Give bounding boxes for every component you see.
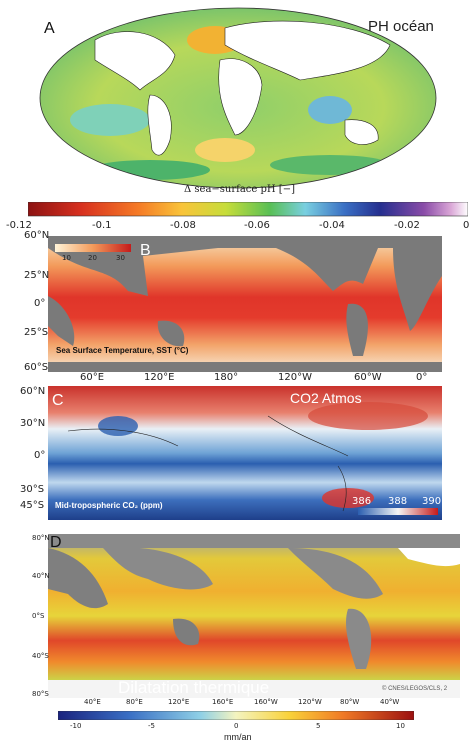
panel-c-title: CO2 Atmos bbox=[290, 390, 362, 406]
d-lat-tick: 80°S bbox=[32, 690, 49, 698]
panel-d-title: Dilatation thermique bbox=[118, 678, 270, 697]
ph-tick: -0.04 bbox=[319, 220, 345, 231]
panel-b-caption: Sea Surface Temperature, SST (°C) bbox=[56, 346, 189, 355]
ph-colorbar bbox=[28, 202, 468, 217]
panel-a-title: PH océan bbox=[368, 18, 434, 35]
co2-lat-tick: 30°N bbox=[20, 418, 46, 429]
sst-legend-tick: 20 bbox=[88, 254, 97, 262]
co2-legend-tick: 386 bbox=[352, 496, 372, 507]
co2-legend-bar bbox=[358, 508, 438, 515]
co2-lat-tick: 0° bbox=[34, 450, 46, 461]
co2-lat-tick: 60°N bbox=[20, 386, 46, 397]
panel-c: 386 388 390 C CO2 Atmos Mid-tropospheric… bbox=[0, 386, 476, 526]
co2-legend-tick: 388 bbox=[388, 496, 408, 507]
sst-map bbox=[48, 236, 442, 372]
ph-ocean-map bbox=[39, 7, 437, 189]
d-colorbar-tick: -5 bbox=[148, 722, 155, 730]
d-lon-tick: 40°W bbox=[380, 698, 400, 706]
sst-lat-tick: 25°N bbox=[24, 270, 50, 281]
ph-tick: 0 bbox=[463, 220, 470, 231]
co2-legend-tick: 390 bbox=[422, 496, 442, 507]
sst-lon-tick: 180° bbox=[214, 372, 239, 383]
d-lon-tick: 160°W bbox=[254, 698, 278, 706]
sst-legend-tick: 10 bbox=[62, 254, 71, 262]
d-colorbar-tick: 10 bbox=[396, 722, 405, 730]
d-lat-tick: 0°S bbox=[32, 612, 45, 620]
sst-lon-tick: 120°W bbox=[278, 372, 312, 383]
sst-lat-tick: 60°S bbox=[24, 362, 49, 373]
panel-d-letter: D bbox=[50, 534, 62, 551]
panel-d-credit: © CNES/LEGOS/CLS, 2 bbox=[382, 686, 448, 692]
panel-b: 10 20 30 B Sea Surface Temperature, SST … bbox=[0, 230, 476, 383]
thermal-colorbar bbox=[58, 711, 414, 720]
d-lon-tick: 120°E bbox=[168, 698, 190, 706]
sst-lon-tick: 0° bbox=[416, 372, 428, 383]
d-lon-tick: 40°E bbox=[84, 698, 101, 706]
d-lat-tick: 40°S bbox=[32, 652, 49, 660]
sst-legend-bar bbox=[55, 244, 131, 252]
d-lon-tick: 160°E bbox=[212, 698, 234, 706]
panel-b-letter: B bbox=[140, 242, 151, 259]
sst-lat-tick: 60°N bbox=[24, 230, 50, 241]
panel-a-colorbar-label: Δ sea−surface pH [−] bbox=[184, 184, 295, 195]
sst-lon-tick: 120°E bbox=[144, 372, 175, 383]
d-colorbar-tick: 5 bbox=[316, 722, 321, 730]
sst-legend-tick: 30 bbox=[116, 254, 125, 262]
ph-tick: -0.08 bbox=[170, 220, 196, 231]
sst-lon-tick: 60°E bbox=[80, 372, 105, 383]
panel-a: A PH océan Δ sea−surface pH [−] -0.12 -0… bbox=[0, 0, 476, 235]
d-colorbar-tick: 0 bbox=[234, 722, 239, 730]
co2-lat-tick: 30°S bbox=[20, 484, 45, 495]
panel-c-letter: C bbox=[52, 392, 64, 409]
sst-lat-tick: 25°S bbox=[24, 327, 49, 338]
d-colorbar-unit: mm/an bbox=[224, 732, 252, 742]
panel-d: D Dilatation thermique © CNES/LEGOS/CLS,… bbox=[0, 530, 476, 747]
d-colorbar-tick: -10 bbox=[70, 722, 82, 730]
sst-lat-tick: 0° bbox=[34, 298, 46, 309]
thermal-expansion-map bbox=[48, 534, 460, 698]
d-lon-tick: 80°E bbox=[126, 698, 143, 706]
d-lon-tick: 80°W bbox=[340, 698, 360, 706]
ph-tick: -0.06 bbox=[244, 220, 270, 231]
d-lon-tick: 120°W bbox=[298, 698, 322, 706]
d-lat-tick: 80°N bbox=[32, 534, 50, 542]
co2-lat-tick: 45°S bbox=[20, 500, 45, 511]
ph-tick: -0.12 bbox=[6, 220, 32, 231]
panel-a-letter: A bbox=[44, 20, 55, 37]
panel-c-caption: Mid-tropospheric CO₂ (ppm) bbox=[55, 501, 163, 510]
ph-tick: -0.1 bbox=[92, 220, 112, 231]
co2-map bbox=[48, 386, 442, 520]
sst-lon-tick: 60°W bbox=[354, 372, 382, 383]
d-lat-tick: 40°N bbox=[32, 572, 50, 580]
ph-tick: -0.02 bbox=[394, 220, 420, 231]
